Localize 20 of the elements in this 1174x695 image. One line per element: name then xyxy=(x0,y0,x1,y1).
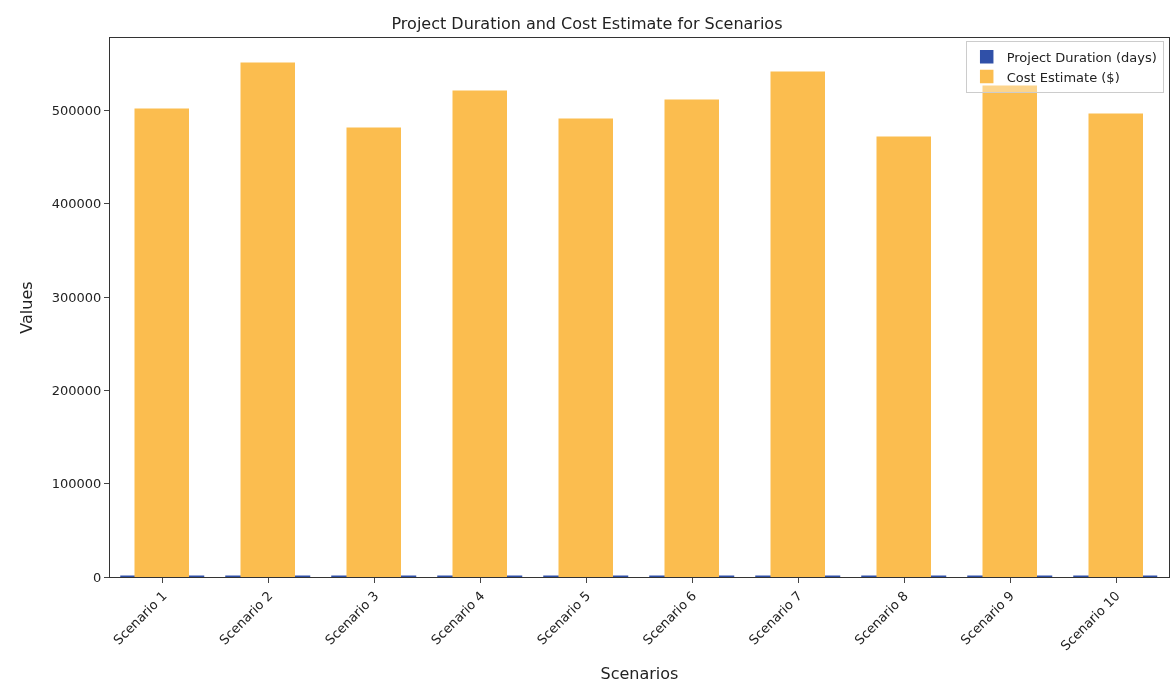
y-tick-label: 300000 xyxy=(51,289,102,305)
bar xyxy=(770,71,825,577)
y-tick-label: 500000 xyxy=(51,102,102,118)
legend-label: Project Duration (days) xyxy=(1006,49,1157,65)
bar xyxy=(1088,113,1143,577)
bar xyxy=(876,136,931,577)
y-tick-label: 400000 xyxy=(51,196,102,212)
chart-title: Project Duration and Cost Estimate for Scenarios xyxy=(391,13,783,33)
y-axis-title: Values xyxy=(16,281,36,334)
bar xyxy=(134,108,189,577)
bar xyxy=(558,118,613,577)
legend-label: Cost Estimate ($) xyxy=(1006,69,1120,85)
y-tick-label: 200000 xyxy=(51,382,102,398)
y-tick-label: 100000 xyxy=(51,476,102,492)
bar xyxy=(240,62,295,577)
bar xyxy=(452,90,507,577)
bar xyxy=(346,127,401,577)
bar xyxy=(664,99,719,577)
y-tick-label: 0 xyxy=(93,569,102,585)
x-axis-title: Scenarios xyxy=(600,664,679,684)
